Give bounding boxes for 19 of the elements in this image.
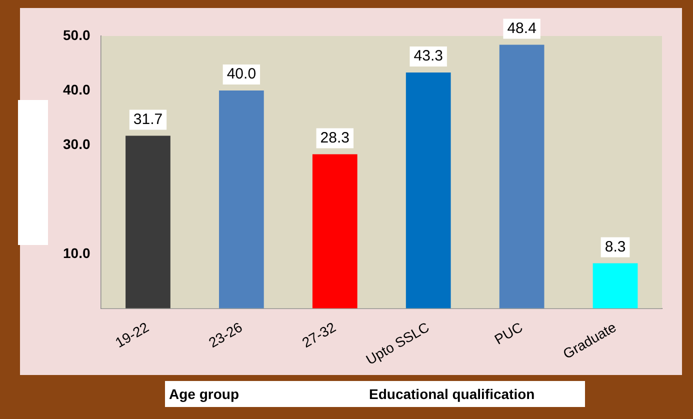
bar <box>406 72 451 308</box>
y-tick-label: 40.0 <box>63 81 90 98</box>
y-tick-label: 30.0 <box>63 136 90 152</box>
data-label: 8.3 <box>604 238 626 256</box>
data-label: 43.3 <box>414 48 443 65</box>
text: Educational qualification <box>369 386 535 402</box>
text: Age group <box>169 386 239 402</box>
y-tick-label: 50.0 <box>63 26 90 43</box>
data-label: 48.4 <box>507 20 536 37</box>
bar <box>126 136 170 308</box>
y-tick-label: 10.0 <box>63 244 90 261</box>
bar <box>312 154 358 308</box>
x-tick-label: PUC <box>492 318 526 348</box>
bar <box>219 90 264 308</box>
data-label: 31.7 <box>133 110 163 128</box>
bar <box>592 263 638 308</box>
data-label: 28.3 <box>320 129 350 146</box>
data-label: 40.0 <box>226 66 256 83</box>
bar <box>499 44 544 308</box>
